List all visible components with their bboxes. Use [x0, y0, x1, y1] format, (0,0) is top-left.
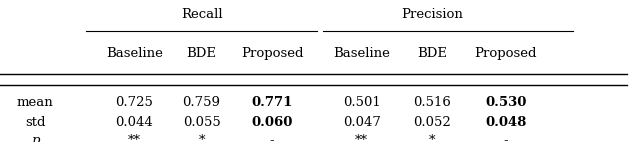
Text: mean: mean [17, 96, 54, 109]
Text: 0.501: 0.501 [343, 96, 380, 109]
Text: -: - [503, 134, 508, 142]
Text: Recall: Recall [180, 8, 223, 21]
Text: std: std [25, 116, 45, 129]
Text: p: p [31, 134, 40, 142]
Text: *: * [198, 134, 205, 142]
Text: BDE: BDE [417, 47, 447, 60]
Text: **: ** [128, 134, 141, 142]
Text: Proposed: Proposed [241, 47, 303, 60]
Text: 0.725: 0.725 [115, 96, 154, 109]
Text: -: - [269, 134, 275, 142]
Text: 0.060: 0.060 [252, 116, 292, 129]
Text: Precision: Precision [401, 8, 463, 21]
Text: 0.530: 0.530 [485, 96, 526, 109]
Text: 0.052: 0.052 [413, 116, 451, 129]
Text: 0.055: 0.055 [183, 116, 220, 129]
Text: 0.048: 0.048 [485, 116, 526, 129]
Text: *: * [429, 134, 435, 142]
Text: 0.759: 0.759 [182, 96, 221, 109]
Text: BDE: BDE [187, 47, 216, 60]
Text: **: ** [355, 134, 368, 142]
Text: 0.771: 0.771 [252, 96, 292, 109]
Text: Baseline: Baseline [106, 47, 163, 60]
Text: 0.516: 0.516 [413, 96, 451, 109]
Text: 0.044: 0.044 [116, 116, 153, 129]
Text: 0.047: 0.047 [342, 116, 381, 129]
Text: Proposed: Proposed [474, 47, 537, 60]
Text: Baseline: Baseline [333, 47, 390, 60]
